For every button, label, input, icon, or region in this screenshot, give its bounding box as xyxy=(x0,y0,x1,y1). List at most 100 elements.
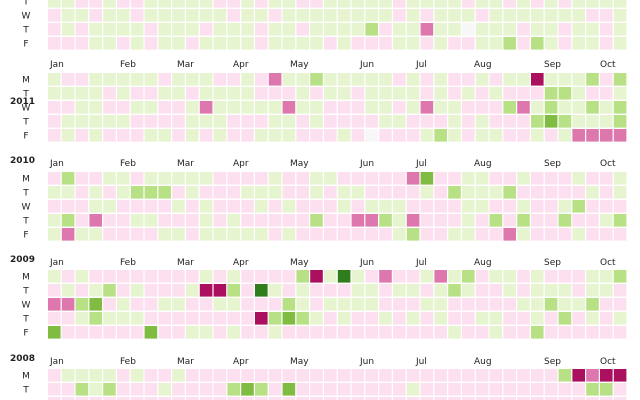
day-cell-pos-faint xyxy=(130,369,144,382)
day-cell-neg-faint xyxy=(255,172,268,185)
day-cell-neg-faint xyxy=(227,369,240,382)
day-cell-pos-faint xyxy=(337,73,351,86)
weekday-label: T xyxy=(22,315,29,325)
day-cell-neg-faint xyxy=(130,115,144,128)
day-cell-pos-faint xyxy=(158,87,171,100)
day-cell-neg-faint xyxy=(544,369,558,382)
day-cell-neg-faint xyxy=(572,397,585,400)
day-cell-pos-faint xyxy=(337,129,351,142)
day-cell-pos-faint xyxy=(186,9,199,22)
day-cell-neg-faint xyxy=(448,200,461,213)
day-cell-pos-faint xyxy=(337,23,351,36)
day-cell-pos-light xyxy=(613,101,627,114)
day-cell-neg-faint xyxy=(379,298,392,311)
day-cell-neg-faint xyxy=(379,369,392,382)
day-cell-neg-faint xyxy=(434,369,447,382)
day-cell-pos-faint xyxy=(379,115,392,128)
day-cell-pos-faint xyxy=(75,9,89,22)
day-cell-neg-faint xyxy=(406,270,420,283)
day-cell-pos-light xyxy=(448,186,461,199)
month-label: Jun xyxy=(359,258,374,268)
day-cell-neg-faint xyxy=(351,326,365,339)
day-cell-neg-faint xyxy=(475,397,489,400)
day-cell-pos-faint xyxy=(600,284,613,297)
day-cell-pos-faint xyxy=(544,9,558,22)
day-cell-pos-faint xyxy=(117,186,130,199)
day-cell-pos-faint xyxy=(462,214,475,227)
day-cell-neg-strong xyxy=(199,284,213,297)
day-cell-pos-light xyxy=(379,214,392,227)
day-cell-pos-light xyxy=(144,186,158,199)
day-cell-pos-faint xyxy=(365,298,378,311)
day-cell-neg-faint xyxy=(255,369,268,382)
day-cell-pos-faint xyxy=(213,115,227,128)
day-cell-pos-light xyxy=(503,37,516,50)
day-cell-neg-faint xyxy=(365,115,378,128)
day-cell-neg-medium xyxy=(600,129,613,142)
day-cell-neg-faint xyxy=(89,0,102,8)
day-cell-pos-light xyxy=(227,383,240,396)
day-cell-neg-faint xyxy=(517,397,530,400)
day-cell-pos-faint xyxy=(393,23,406,36)
day-cell-neg-faint xyxy=(393,186,406,199)
day-cell-pos-faint xyxy=(586,115,599,128)
day-cell-pos-light xyxy=(613,214,627,227)
month-label: May xyxy=(290,258,309,268)
day-cell-pos-faint xyxy=(393,37,406,50)
day-cell-neg-faint xyxy=(558,23,572,36)
day-cell-pos-faint xyxy=(282,115,296,128)
day-cell-neg-faint xyxy=(489,73,503,86)
day-cell-pos-faint xyxy=(544,37,558,50)
day-cell-neg-faint xyxy=(434,214,447,227)
day-cell-pos-light xyxy=(103,284,116,297)
day-cell-pos-faint xyxy=(75,228,89,241)
day-cell-pos-faint xyxy=(531,9,544,22)
day-cell-neg-faint xyxy=(130,87,144,100)
day-cell-neg-medium xyxy=(420,23,434,36)
day-cell-neg-strong xyxy=(310,270,323,283)
day-cell-pos-faint xyxy=(600,0,613,8)
day-cell-pos-light xyxy=(282,298,296,311)
day-cell-pos-faint xyxy=(517,200,530,213)
day-cell-neg-faint xyxy=(517,129,530,142)
day-cell-neg-faint xyxy=(186,397,199,400)
day-cell-pos-faint xyxy=(337,186,351,199)
day-cell-pos-faint xyxy=(213,228,227,241)
day-cell-neutral xyxy=(462,23,475,36)
day-cell-pos-faint xyxy=(172,0,185,8)
day-cell-neg-faint xyxy=(172,115,185,128)
day-cell-neg-faint xyxy=(489,172,503,185)
day-cell-neg-faint xyxy=(324,200,337,213)
day-cell-neg-faint xyxy=(75,200,89,213)
day-cell-neg-faint xyxy=(48,9,61,22)
day-cell-neg-faint xyxy=(199,312,213,325)
day-cell-neg-faint xyxy=(531,369,544,382)
day-cell-pos-faint xyxy=(572,37,585,50)
day-cell-neg-faint xyxy=(241,284,254,297)
day-cell-pos-faint xyxy=(172,172,185,185)
day-cell-pos-faint xyxy=(117,115,130,128)
day-cell-neg-faint xyxy=(351,200,365,213)
day-cell-neg-faint xyxy=(379,23,392,36)
day-cell-neg-faint xyxy=(103,326,116,339)
day-cell-pos-faint xyxy=(310,186,323,199)
day-cell-neg-faint xyxy=(75,0,89,8)
day-cell-pos-faint xyxy=(199,200,213,213)
day-cell-pos-faint xyxy=(61,284,75,297)
day-cell-pos-faint xyxy=(613,87,627,100)
day-cell-neg-faint xyxy=(199,186,213,199)
day-cell-neg-faint xyxy=(61,397,75,400)
day-cell-pos-faint xyxy=(379,0,392,8)
day-cell-neg-faint xyxy=(268,214,282,227)
day-cell-pos-faint xyxy=(158,298,171,311)
day-cell-neg-faint xyxy=(130,383,144,396)
day-cell-neg-faint xyxy=(296,326,309,339)
day-cell-pos-faint xyxy=(503,284,516,297)
day-cell-pos-faint xyxy=(89,37,102,50)
day-cell-pos-faint xyxy=(613,37,627,50)
day-cell-neg-medium xyxy=(379,270,392,283)
day-cell-neg-faint xyxy=(130,0,144,8)
day-cell-pos-faint xyxy=(144,0,158,8)
day-cell-pos-faint xyxy=(282,9,296,22)
day-cell-pos-faint xyxy=(186,0,199,8)
